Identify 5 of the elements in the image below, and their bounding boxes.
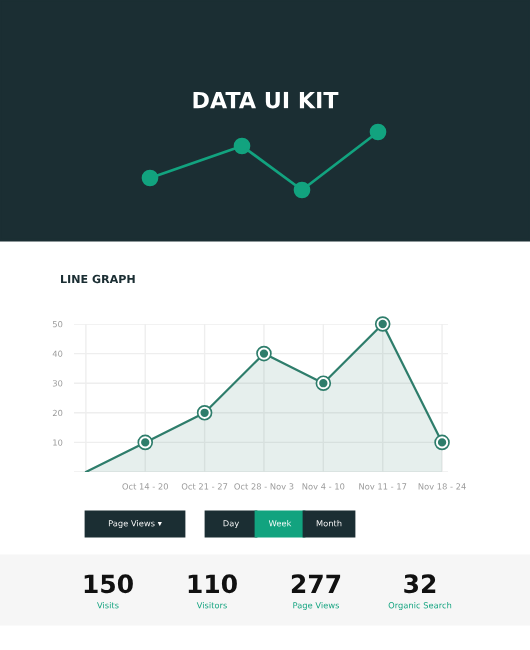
chart-title: DATA UI KIT [193, 91, 339, 109]
text: 150 [84, 574, 133, 594]
text: 32 [404, 574, 436, 594]
text: 277 [291, 574, 341, 593]
text: 110 [188, 574, 237, 594]
